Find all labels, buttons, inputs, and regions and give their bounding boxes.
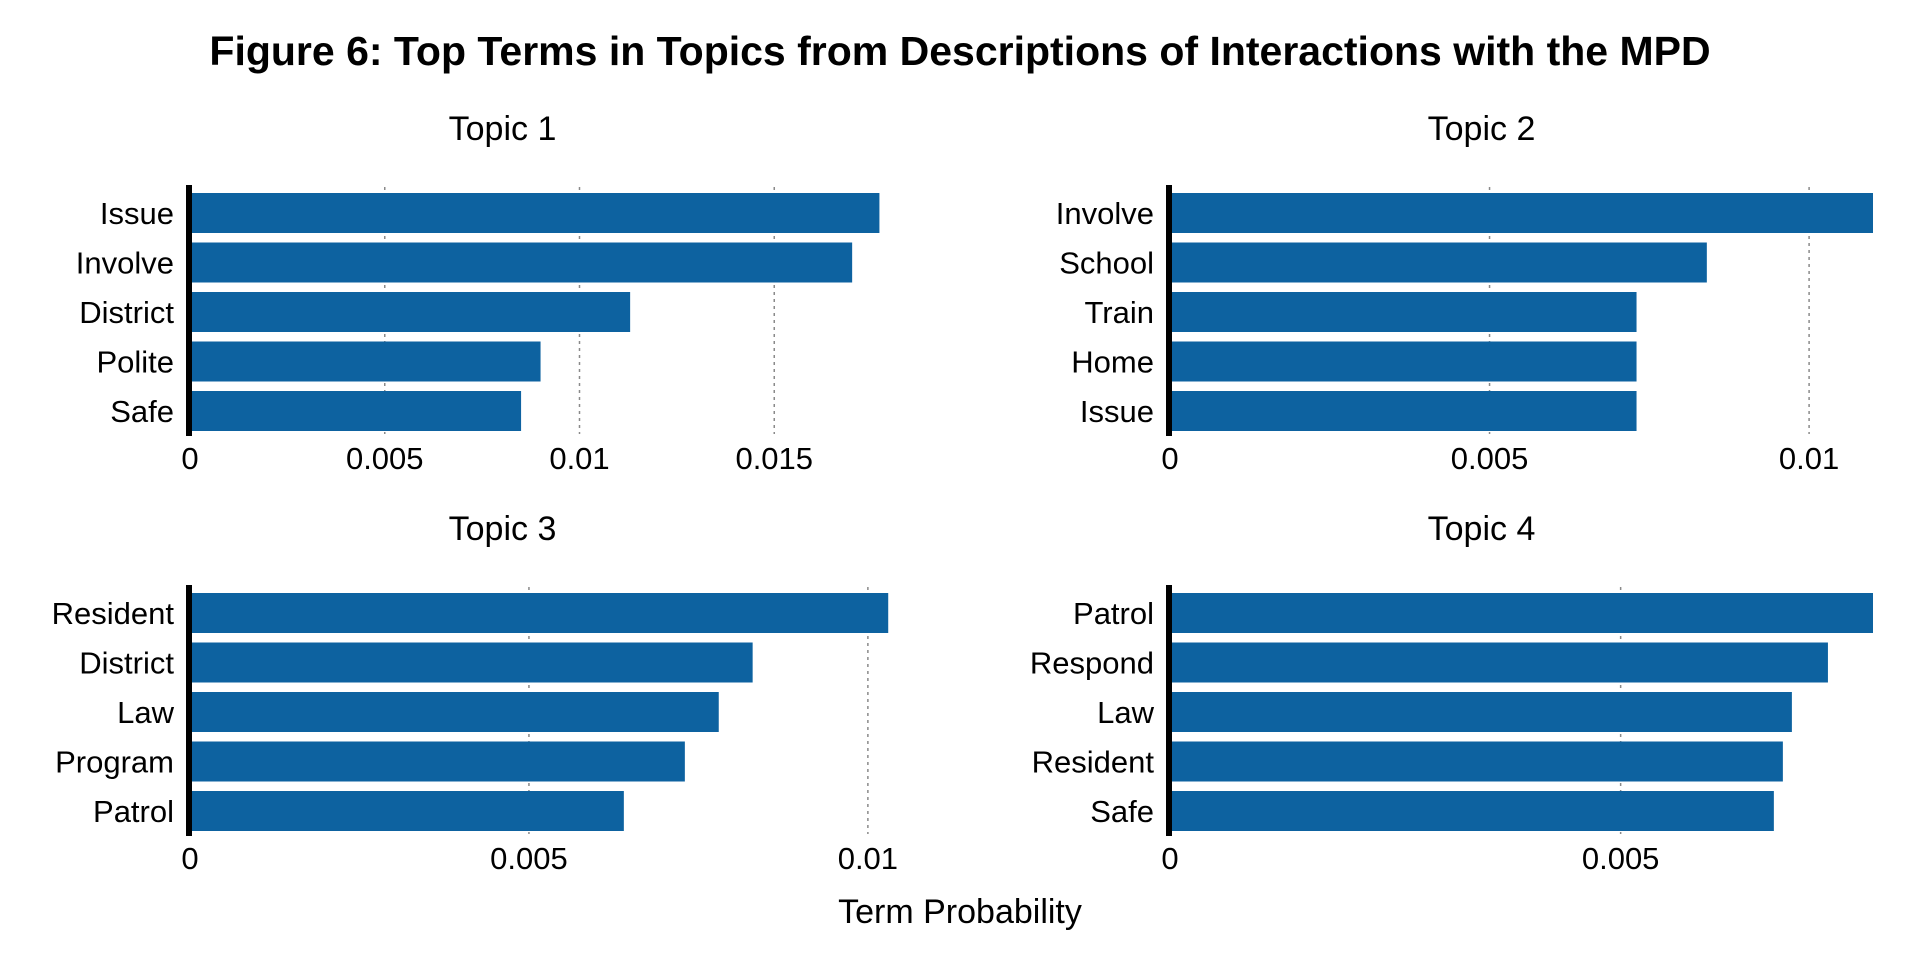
- panel-title: Topic 1: [449, 110, 557, 148]
- category-label: Respond: [1030, 646, 1154, 681]
- panel-title: Topic 3: [449, 510, 557, 548]
- bar: [190, 292, 631, 332]
- category-label: Resident: [1032, 745, 1155, 780]
- category-label: Law: [117, 695, 174, 730]
- bar: [190, 791, 624, 831]
- category-label: Resident: [52, 596, 175, 631]
- x-tick-label: 0.005: [1582, 841, 1660, 876]
- bar: [190, 741, 685, 782]
- category-label: Safe: [1090, 794, 1154, 829]
- category-label: Home: [1071, 345, 1154, 380]
- bar: [190, 242, 853, 283]
- category-label: Safe: [110, 394, 174, 429]
- category-label: Patrol: [1073, 596, 1154, 631]
- category-label: Issue: [1080, 394, 1154, 429]
- bar: [190, 593, 889, 633]
- x-tick-label: 0.015: [735, 441, 813, 476]
- figure-title: Figure 6: Top Terms in Topics from Descr…: [209, 28, 1711, 74]
- category-label: School: [1059, 246, 1154, 281]
- bar: [1170, 242, 1707, 283]
- bar: [1170, 642, 1828, 683]
- category-label: Law: [1097, 695, 1154, 730]
- bar: [1170, 692, 1792, 732]
- bar: [1170, 593, 1873, 633]
- panel-title: Topic 4: [1428, 510, 1536, 548]
- category-label: Involve: [76, 246, 174, 281]
- category-label: Train: [1085, 295, 1154, 330]
- x-tick-label: 0.01: [549, 441, 609, 476]
- bar: [1170, 741, 1783, 782]
- category-label: Program: [55, 745, 174, 780]
- bar: [190, 692, 719, 732]
- x-tick-label: 0.005: [1451, 441, 1529, 476]
- x-tick-label: 0: [1161, 841, 1178, 876]
- category-label: District: [79, 295, 174, 330]
- x-tick-label: 0: [1161, 441, 1178, 476]
- x-axis-label: Term Probability: [838, 893, 1082, 931]
- x-tick-label: 0.01: [1779, 441, 1839, 476]
- x-tick-label: 0.005: [490, 841, 568, 876]
- bar: [1170, 193, 1873, 233]
- category-label: Issue: [100, 196, 174, 231]
- x-tick-label: 0.005: [346, 441, 424, 476]
- x-tick-label: 0: [181, 841, 198, 876]
- category-label: Polite: [96, 345, 174, 380]
- bar: [1170, 791, 1774, 831]
- bar: [1170, 292, 1637, 332]
- bar: [1170, 391, 1637, 431]
- panel-title: Topic 2: [1428, 110, 1536, 148]
- bar: [190, 341, 541, 382]
- x-tick-label: 0.01: [838, 841, 898, 876]
- bar: [190, 193, 880, 233]
- category-label: Involve: [1056, 196, 1154, 231]
- bar: [190, 391, 522, 431]
- bar: [1170, 341, 1637, 382]
- category-label: District: [79, 646, 174, 681]
- x-tick-label: 0: [181, 441, 198, 476]
- bar: [190, 642, 753, 683]
- category-label: Patrol: [93, 794, 174, 829]
